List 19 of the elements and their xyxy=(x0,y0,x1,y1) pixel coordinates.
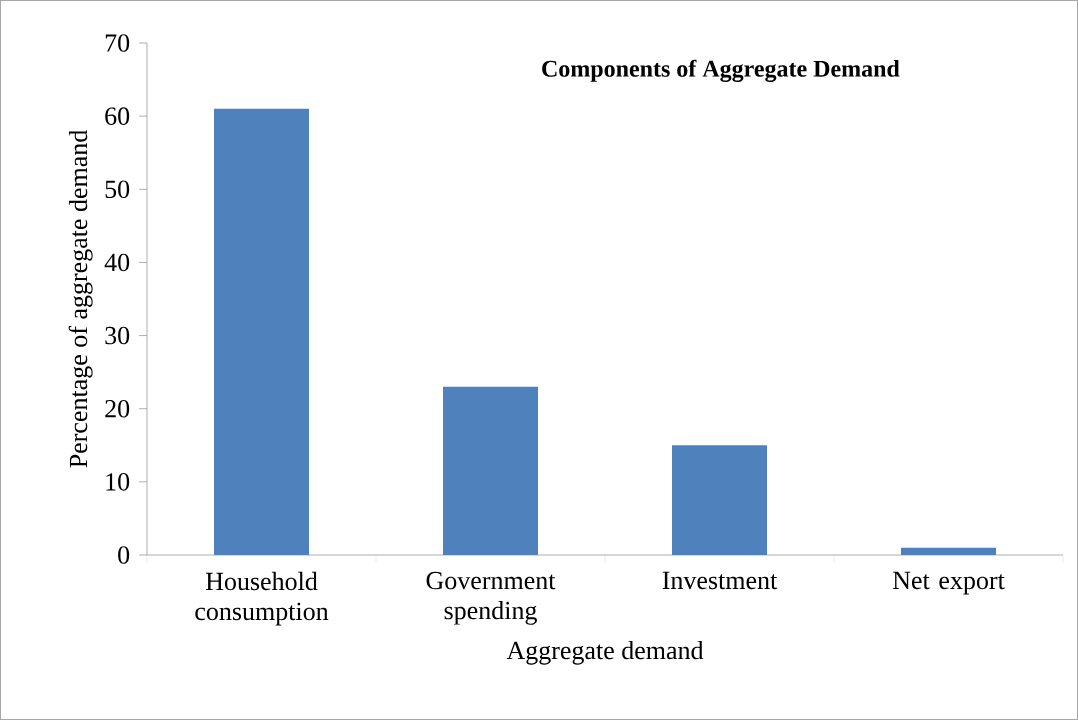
y-tick-label: 40 xyxy=(104,253,130,272)
x-tick-label: Investment xyxy=(662,571,778,590)
y-tick-label: 50 xyxy=(105,180,130,199)
y-tick-label: 70 xyxy=(105,34,130,52)
y-axis-title: Percentage of aggregate demand xyxy=(68,130,93,468)
y-tick-label: 30 xyxy=(105,326,130,345)
x-tick-label: Household consumption xyxy=(195,571,329,626)
y-tick-label: 10 xyxy=(106,473,130,491)
y-tick-label: 60 xyxy=(105,107,130,125)
text: Components of Aggregate Demand xyxy=(542,59,900,82)
bar xyxy=(214,108,309,555)
x-axis-title: Aggregate demand xyxy=(506,640,704,665)
y-tick-label: 0 xyxy=(118,546,130,564)
bar xyxy=(443,386,539,555)
bar xyxy=(672,445,768,555)
bar xyxy=(901,547,997,555)
x-tick-label: Government spending xyxy=(426,571,556,625)
y-tick-label: 20 xyxy=(105,399,130,418)
x-tick-label: Net export xyxy=(892,571,1005,595)
